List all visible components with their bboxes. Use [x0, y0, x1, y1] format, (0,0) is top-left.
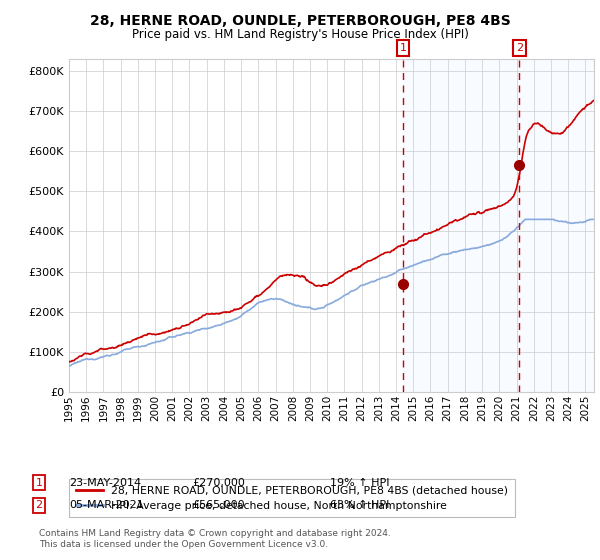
Text: 2: 2: [516, 43, 523, 53]
Text: 28, HERNE ROAD, OUNDLE, PETERBOROUGH, PE8 4BS: 28, HERNE ROAD, OUNDLE, PETERBOROUGH, PE…: [89, 14, 511, 28]
Text: Contains HM Land Registry data © Crown copyright and database right 2024.
This d: Contains HM Land Registry data © Crown c…: [39, 529, 391, 549]
Text: £565,000: £565,000: [192, 500, 245, 510]
Text: 1: 1: [35, 478, 43, 488]
Text: 19% ↑ HPI: 19% ↑ HPI: [330, 478, 389, 488]
Text: 2: 2: [35, 500, 43, 510]
Legend: 28, HERNE ROAD, OUNDLE, PETERBOROUGH, PE8 4BS (detached house), HPI: Average pri: 28, HERNE ROAD, OUNDLE, PETERBOROUGH, PE…: [69, 479, 515, 517]
Text: 23-MAY-2014: 23-MAY-2014: [69, 478, 141, 488]
Text: 1: 1: [400, 43, 406, 53]
Text: 05-MAR-2021: 05-MAR-2021: [69, 500, 144, 510]
Text: Price paid vs. HM Land Registry's House Price Index (HPI): Price paid vs. HM Land Registry's House …: [131, 28, 469, 41]
Text: £270,000: £270,000: [192, 478, 245, 488]
Bar: [403, 59, 594, 392]
Text: 63% ↑ HPI: 63% ↑ HPI: [330, 500, 389, 510]
